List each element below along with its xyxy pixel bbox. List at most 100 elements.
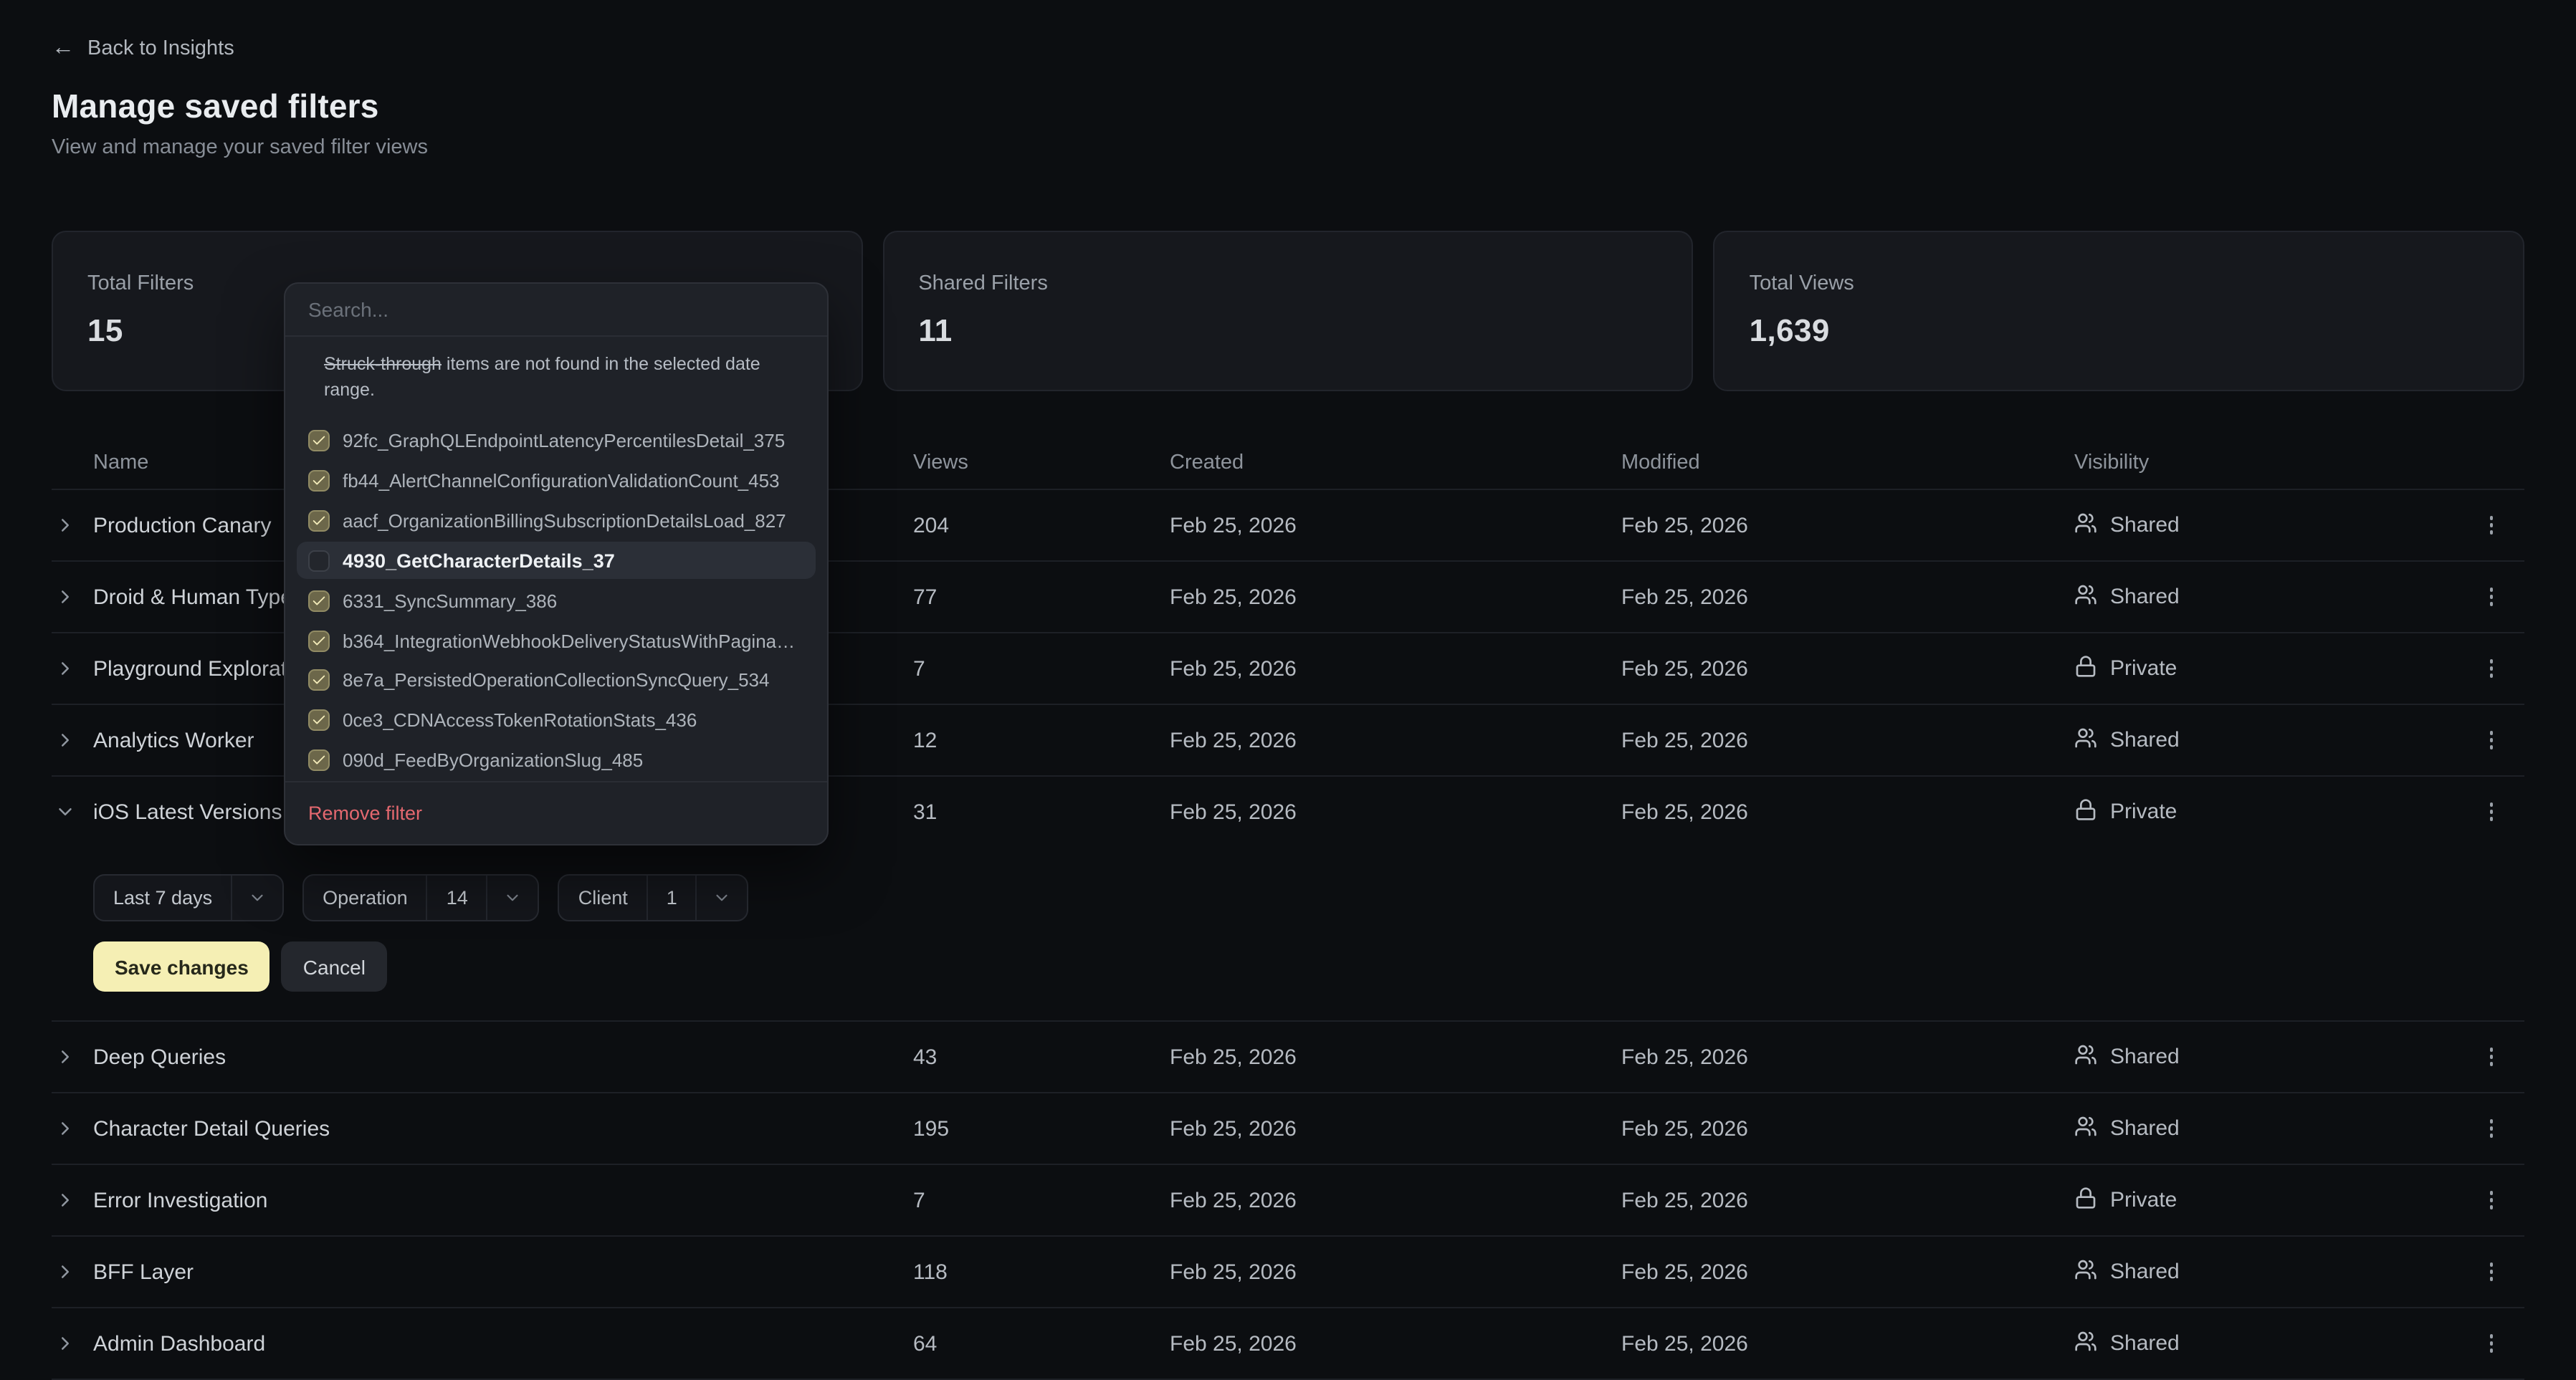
checked-checkbox[interactable] [308,430,330,452]
chevron-right-icon[interactable] [52,1187,77,1213]
checked-checkbox[interactable] [308,509,330,532]
row-views: 31 [913,800,938,824]
table-row[interactable]: Production Canary 204 Feb 25, 2026 Feb 2… [52,490,2524,562]
filter-items-dropdown: Struck-through items are not found in th… [284,282,829,846]
chip-divider [426,876,428,920]
expanded-row-editor: Last 7 days Operation 14 Client 1 Save c… [52,847,2524,1022]
dropdown-item[interactable]: 6331_SyncSummary_386 [285,581,827,621]
dropdown-item[interactable]: aacf_OrganizationBillingSubscriptionDeta… [285,501,827,541]
row-actions-menu-icon[interactable] [2474,1183,2509,1217]
row-visibility: Private [2074,654,2177,683]
row-actions-menu-icon[interactable] [2474,1255,2509,1289]
row-created: Feb 25, 2026 [1170,1260,1297,1284]
row-actions-menu-icon[interactable] [2474,1040,2509,1074]
dropdown-item[interactable]: 0ce3_CDNAccessTokenRotationStats_436 [285,701,827,741]
dropdown-item[interactable]: 8e7a_PersistedOperationCollectionSyncQue… [285,661,827,701]
chevron-right-icon[interactable] [52,727,77,753]
row-views: 43 [913,1045,938,1069]
stat-label: Total Filters [87,272,194,295]
chevron-right-icon[interactable] [52,1259,77,1285]
row-actions-menu-icon[interactable] [2474,1326,2509,1361]
remove-filter-button[interactable]: Remove filter [308,802,423,825]
lock-icon [2074,797,2097,826]
visibility-label: Shared [2110,1260,2180,1284]
dropdown-item-label: 0ce3_CDNAccessTokenRotationStats_436 [343,709,697,732]
struck-through-sample: Struck-through [324,354,442,374]
checked-checkbox[interactable] [308,749,330,771]
chevron-down-icon[interactable] [52,799,77,825]
dropdown-item-label: 92fc_GraphQLEndpointLatencyPercentilesDe… [343,430,786,452]
chip-divider [231,876,233,920]
table-row[interactable]: Character Detail Queries 195 Feb 25, 202… [52,1093,2524,1165]
users-icon [2074,1257,2097,1286]
chevron-right-icon[interactable] [52,584,77,610]
column-header-views: Views [913,451,968,474]
dropdown-item-label: 090d_FeedByOrganizationSlug_485 [343,749,644,771]
row-actions-menu-icon[interactable] [2474,651,2509,686]
row-actions-menu-icon[interactable] [2474,723,2509,757]
chevron-right-icon[interactable] [52,1116,77,1141]
row-views: 195 [913,1116,950,1141]
row-created: Feb 25, 2026 [1170,1331,1297,1356]
stats-cards: Total Filters 15 Shared Filters 11 Total V… [52,231,2524,391]
users-icon [2074,1043,2097,1071]
stat-card-total-views: Total Views 1,639 [1713,231,2524,391]
row-modified: Feb 25, 2026 [1621,513,1748,537]
row-views: 77 [913,585,938,609]
chevron-right-icon[interactable] [52,512,77,538]
checked-checkbox[interactable] [308,590,330,612]
table-row[interactable]: BFF Layer 118 Feb 25, 2026 Feb 25, 2026 … [52,1237,2524,1308]
unchecked-checkbox[interactable] [308,550,330,572]
stat-value: 11 [918,312,953,348]
table-row[interactable]: Deep Queries 43 Feb 25, 2026 Feb 25, 202… [52,1022,2524,1093]
users-icon [2074,726,2097,754]
checked-checkbox[interactable] [308,470,330,492]
row-actions-menu-icon[interactable] [2474,508,2509,542]
dropdown-item[interactable]: 92fc_GraphQLEndpointLatencyPercentilesDe… [285,421,827,461]
row-modified: Feb 25, 2026 [1621,728,1748,752]
dropdown-item[interactable]: fb44_AlertChannelConfigurationValidation… [285,461,827,502]
editor-buttons: Save changes Cancel [93,941,2524,992]
row-actions-menu-icon[interactable] [2474,1111,2509,1146]
save-changes-button[interactable]: Save changes [93,941,270,992]
chevron-right-icon[interactable] [52,1044,77,1070]
row-name: Analytics Worker [93,728,254,752]
table-row[interactable]: Droid & Human Types 77 Feb 25, 2026 Feb … [52,562,2524,633]
filter-chips: Last 7 days Operation 14 Client 1 [93,874,2524,921]
filter-chip-client[interactable]: Client 1 [558,874,749,921]
checked-checkbox[interactable] [308,669,330,691]
table-row[interactable]: Playground Exploration 7 Feb 25, 2026 Fe… [52,633,2524,705]
row-visibility: Shared [2074,511,2180,540]
chevron-right-icon[interactable] [52,1331,77,1356]
back-link[interactable]: ← Back to Insights [52,0,234,60]
row-name: Deep Queries [93,1045,226,1069]
chip-chevron-down-icon [488,876,538,920]
cancel-button[interactable]: Cancel [281,941,387,992]
filter-chip-operation[interactable]: Operation 14 [302,874,540,921]
stat-label: Total Views [1749,272,1854,295]
table-row[interactable]: Admin Dashboard 64 Feb 25, 2026 Feb 25, … [52,1308,2524,1380]
row-modified: Feb 25, 2026 [1621,1116,1748,1141]
checked-checkbox[interactable] [308,630,330,652]
row-visibility: Shared [2074,726,2180,754]
visibility-label: Shared [2110,585,2180,609]
table-row[interactable]: Error Investigation 7 Feb 25, 2026 Feb 2… [52,1165,2524,1237]
dropdown-item[interactable]: 090d_FeedByOrganizationSlug_485 [285,740,827,780]
row-modified: Feb 25, 2026 [1621,656,1748,681]
row-actions-menu-icon[interactable] [2474,795,2509,829]
column-header-created: Created [1170,451,1244,474]
visibility-label: Shared [2110,1045,2180,1069]
chevron-right-icon[interactable] [52,656,77,681]
row-visibility: Shared [2074,1257,2180,1286]
chip-divider [695,876,697,920]
row-created: Feb 25, 2026 [1170,513,1297,537]
table-row[interactable]: iOS Latest Versions 31 Feb 25, 2026 Feb … [52,777,2524,847]
row-actions-menu-icon[interactable] [2474,580,2509,614]
filter-chip-last-7-days[interactable]: Last 7 days [93,874,285,921]
visibility-label: Shared [2110,1116,2180,1141]
table-row[interactable]: Analytics Worker 12 Feb 25, 2026 Feb 25,… [52,705,2524,777]
search-input[interactable] [285,284,827,335]
checked-checkbox[interactable] [308,709,330,732]
dropdown-item[interactable]: b364_IntegrationWebhookDeliveryStatusWit… [285,620,827,661]
dropdown-item[interactable]: 4930_GetCharacterDetails_37 [297,542,816,580]
